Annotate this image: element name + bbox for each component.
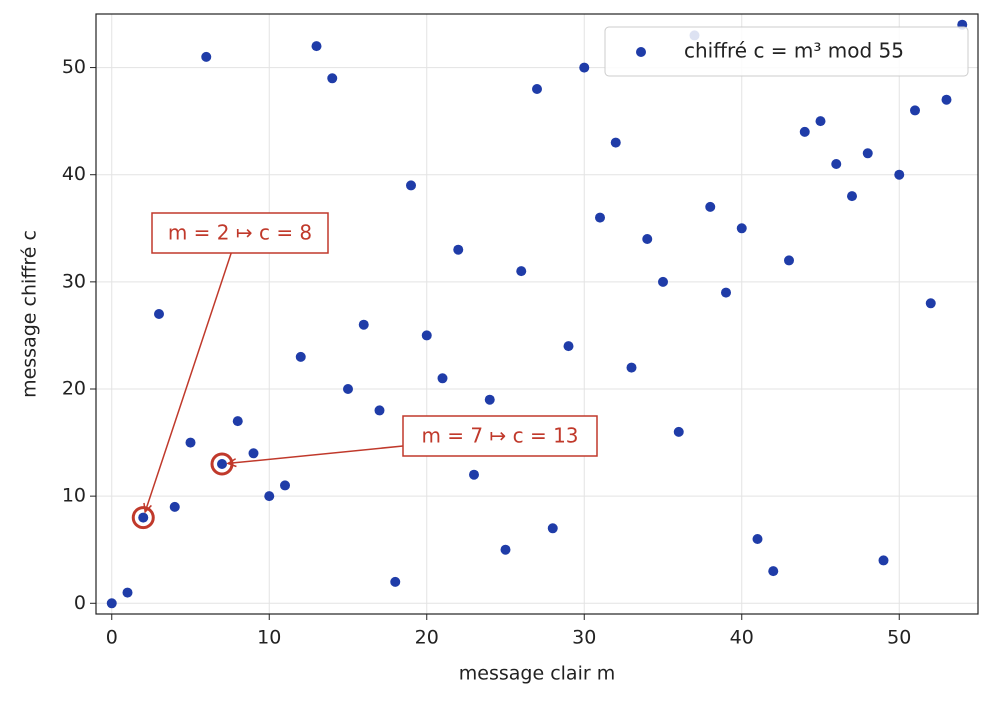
point [563, 341, 574, 352]
plot-frame [95, 13, 979, 615]
point [421, 330, 432, 341]
point [327, 73, 338, 84]
annotation-box [402, 415, 598, 457]
point [138, 512, 149, 523]
annotation-text: m = 2 ↦ c = 8 [168, 221, 312, 245]
point [736, 223, 747, 234]
point [658, 276, 668, 287]
annotation-text: m = 7 ↦ c = 13 [421, 424, 578, 448]
x-tick-label: 10 [257, 627, 281, 649]
point [610, 137, 621, 148]
point [311, 41, 322, 52]
point [941, 94, 952, 105]
annotation-arrow [227, 445, 404, 465]
point [894, 169, 905, 180]
legend-marker [636, 47, 646, 57]
y-tick-label: 0 [74, 592, 86, 614]
point [453, 244, 464, 255]
x-tick-label: 0 [106, 627, 118, 649]
point [532, 84, 542, 94]
point [752, 534, 763, 544]
point [500, 544, 511, 555]
legend: chiffré c = m³ mod 55 [604, 26, 969, 77]
y-axis-label: message chiffré c [19, 230, 41, 398]
arrow-head [143, 502, 152, 514]
point [248, 448, 259, 459]
x-tick-label: 20 [415, 627, 439, 649]
point [343, 384, 353, 394]
point [626, 362, 637, 373]
point [374, 405, 385, 416]
point [122, 587, 133, 598]
point [185, 437, 196, 448]
point [705, 201, 716, 212]
point [878, 555, 889, 566]
point [264, 491, 275, 502]
point [106, 598, 117, 609]
point [579, 62, 590, 73]
x-tick-label: 40 [730, 627, 754, 649]
point [799, 126, 810, 137]
y-tick-label: 30 [62, 270, 86, 292]
point [831, 159, 842, 169]
point [595, 212, 605, 223]
annotation-arrow [144, 252, 232, 513]
point [815, 116, 826, 127]
point [169, 501, 180, 512]
point [201, 51, 212, 62]
point [925, 298, 936, 309]
highlight-ring [131, 506, 155, 530]
point [768, 566, 779, 577]
point [910, 105, 920, 116]
point [547, 523, 558, 534]
point [280, 480, 290, 491]
point [232, 416, 243, 427]
y-tick-label: 50 [62, 56, 86, 78]
x-tick-label: 30 [572, 627, 596, 649]
legend-box [604, 26, 969, 77]
annotation-box [151, 212, 329, 254]
point [295, 351, 306, 362]
point [469, 469, 479, 480]
point [217, 459, 227, 469]
point [484, 394, 495, 405]
point [154, 309, 164, 319]
arrow-head [226, 458, 237, 468]
point [642, 234, 653, 244]
legend-label: chiffré c = m³ mod 55 [684, 39, 904, 63]
point [406, 180, 416, 191]
highlight-ring [210, 452, 234, 476]
point [847, 191, 857, 202]
point [516, 266, 527, 277]
x-axis-label: message clair m [459, 663, 615, 685]
x-tick-label: 50 [887, 627, 911, 649]
point [673, 426, 684, 437]
point [721, 287, 731, 298]
y-tick-label: 10 [62, 485, 86, 507]
point [784, 255, 794, 266]
point [437, 373, 448, 384]
point [862, 148, 873, 159]
y-tick-label: 40 [62, 163, 86, 185]
point [390, 576, 401, 587]
y-tick-label: 20 [62, 378, 86, 400]
point [358, 319, 369, 330]
